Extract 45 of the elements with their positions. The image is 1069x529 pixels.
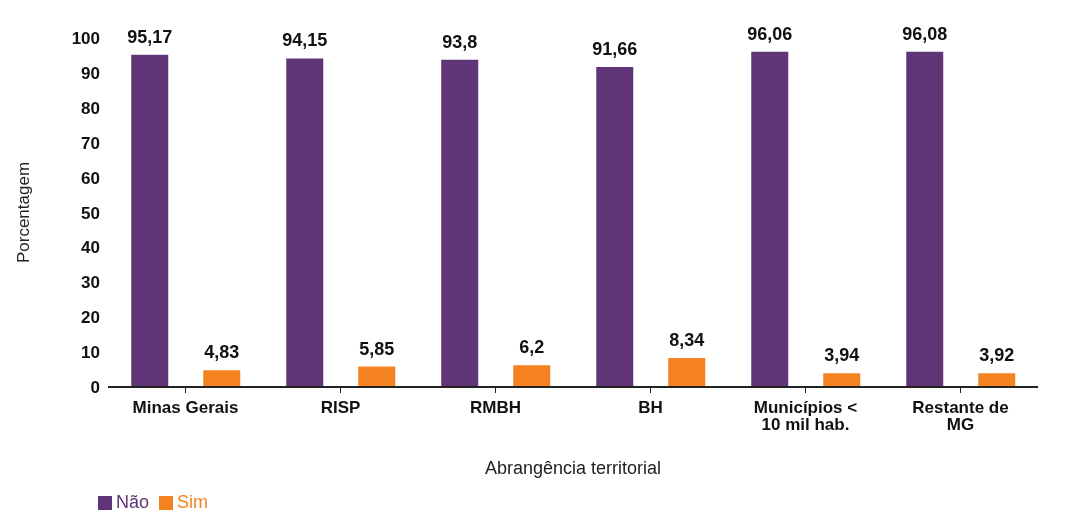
- x-tick-label: Restante de MG: [912, 398, 1009, 435]
- x-tick-label: Minas Gerais: [132, 398, 239, 418]
- legend-label: Sim: [177, 492, 209, 512]
- bar: [513, 365, 551, 387]
- data-label: 3,92: [979, 345, 1015, 366]
- y-tick-label: 20: [81, 308, 100, 328]
- bar: [596, 67, 634, 387]
- bar: [358, 366, 396, 387]
- data-label: 4,83: [204, 342, 240, 363]
- data-label: 8,34: [669, 329, 705, 350]
- data-label: 91,66: [592, 39, 638, 60]
- bar: [906, 51, 944, 387]
- bar: [131, 54, 169, 387]
- y-tick-label: 90: [81, 63, 100, 83]
- data-label: 96,06: [747, 23, 793, 44]
- bar: [286, 58, 324, 387]
- data-label: 6,2: [519, 337, 545, 358]
- y-tick-label: 70: [81, 133, 100, 153]
- data-label: 94,15: [282, 30, 328, 51]
- x-axis-title: Abrangência territorial: [484, 458, 662, 478]
- data-label: 5,85: [359, 338, 395, 359]
- y-axis-title: Porcentagem: [14, 161, 34, 264]
- bar: [441, 59, 479, 387]
- bar: [203, 370, 241, 387]
- x-tick-label: BH: [638, 398, 663, 418]
- y-tick-label: 60: [81, 168, 100, 188]
- x-tick-label: RISP: [320, 398, 361, 418]
- bar: [823, 373, 861, 387]
- bar: [668, 357, 706, 387]
- y-tick-label: 30: [81, 273, 100, 293]
- data-label: 93,8: [442, 31, 478, 52]
- y-tick-label: 80: [81, 98, 100, 118]
- x-tick-label: Municípios < 10 mil hab.: [753, 398, 858, 435]
- bar: [751, 51, 789, 387]
- data-label: 95,17: [127, 26, 173, 47]
- bar: [978, 373, 1016, 387]
- y-tick-label: 40: [81, 238, 100, 258]
- x-tick-label: RMBH: [470, 398, 521, 418]
- y-tick-label: 100: [71, 29, 100, 49]
- data-label: 3,94: [824, 345, 860, 366]
- y-tick-label: 0: [90, 378, 100, 398]
- y-tick-label: 50: [81, 203, 100, 223]
- legend-label: Não: [116, 492, 150, 512]
- y-tick-label: 10: [81, 343, 100, 363]
- data-label: 96,08: [902, 23, 948, 44]
